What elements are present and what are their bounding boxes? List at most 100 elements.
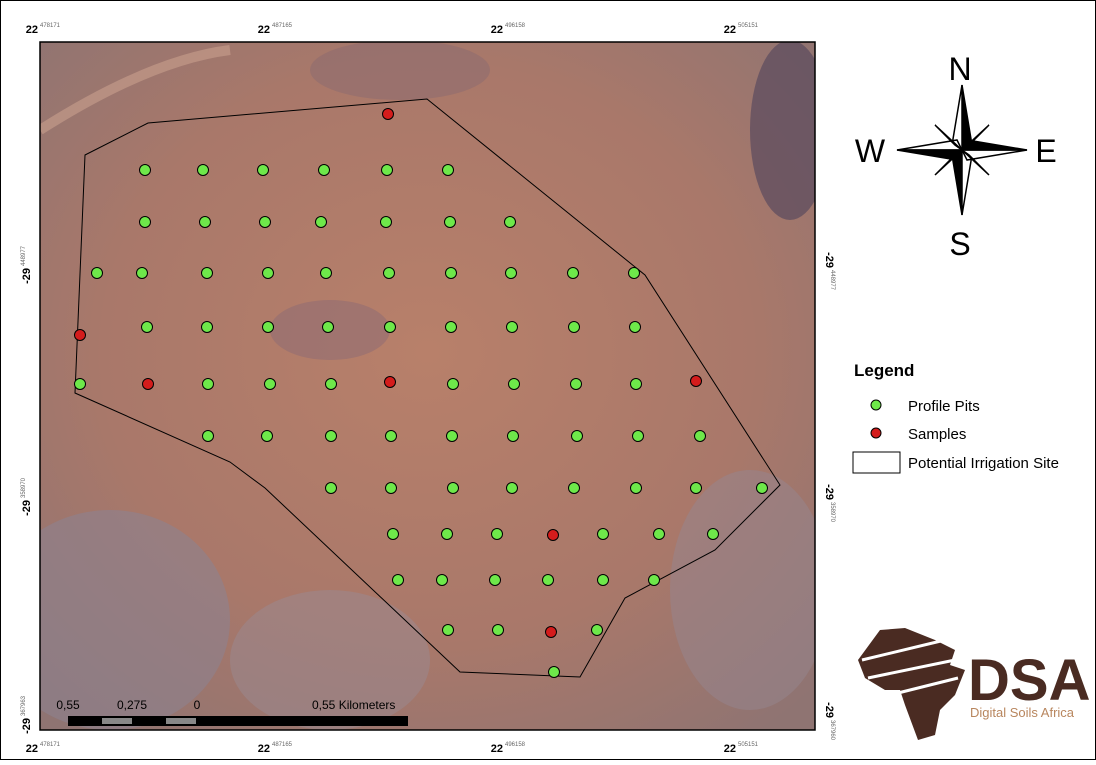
sample-point <box>75 330 86 341</box>
profile-pit <box>263 268 274 279</box>
coord-deg: -29 <box>21 718 33 734</box>
profile-pit <box>384 268 395 279</box>
coord-min: 487165 <box>272 23 293 29</box>
profile-pit <box>263 322 274 333</box>
profile-pit <box>198 165 209 176</box>
coord-deg: 22 <box>491 24 503 36</box>
coord-deg: -29 <box>21 500 33 516</box>
profile-pit <box>571 379 582 390</box>
legend-title: Legend <box>854 361 914 380</box>
coord-min: 478171 <box>40 742 61 748</box>
coord-min: 367963 <box>21 695 27 716</box>
coord-deg: 22 <box>258 743 270 755</box>
profile-pit <box>598 529 609 540</box>
legend-swatch-red <box>871 428 881 438</box>
profile-pit <box>202 322 213 333</box>
coord-min: 505151 <box>738 742 759 748</box>
profile-pit <box>262 431 273 442</box>
profile-pit <box>691 483 702 494</box>
profile-pit <box>568 268 579 279</box>
legend-item: Samples <box>908 426 966 443</box>
compass-s: S <box>949 226 970 262</box>
profile-pit <box>316 217 327 228</box>
profile-pit <box>321 268 332 279</box>
profile-pit <box>386 483 397 494</box>
coord-min: 496158 <box>505 742 526 748</box>
profile-pit <box>140 165 151 176</box>
profile-pit <box>382 165 393 176</box>
legend-item: Potential Irrigation Site <box>908 455 1059 472</box>
profile-pit <box>757 483 768 494</box>
profile-pit <box>381 217 392 228</box>
scale-label: 0,275 <box>117 698 147 712</box>
profile-pit <box>137 268 148 279</box>
sample-point <box>691 376 702 387</box>
coord-deg: 22 <box>724 743 736 755</box>
profile-pit <box>490 575 501 586</box>
legend-swatch-green <box>871 400 881 410</box>
profile-pit <box>631 379 642 390</box>
profile-pit <box>265 379 276 390</box>
profile-pit <box>445 217 456 228</box>
scale-label: 0,55 Kilometers <box>312 698 395 712</box>
profile-pit <box>442 529 453 540</box>
coord-min: 505151 <box>738 23 759 29</box>
profile-pit <box>385 322 396 333</box>
coord-deg: 22 <box>26 24 38 36</box>
profile-pit <box>443 625 454 636</box>
coord-min: 448977 <box>21 245 27 266</box>
profile-pit <box>592 625 603 636</box>
coord-deg: 22 <box>491 743 503 755</box>
compass-w: W <box>855 133 886 169</box>
profile-pit <box>92 268 103 279</box>
profile-pit <box>493 625 504 636</box>
satellite-image <box>0 40 830 730</box>
profile-pit <box>630 322 641 333</box>
profile-pit <box>447 431 458 442</box>
map-page: 2247817122478171224871652248716522496158… <box>0 0 1096 760</box>
profile-pit <box>569 322 580 333</box>
coord-min: 367960 <box>829 720 835 741</box>
profile-pit <box>509 379 520 390</box>
profile-pit <box>708 529 719 540</box>
profile-pit <box>443 165 454 176</box>
coord-min: 496158 <box>505 23 526 29</box>
coord-deg: 22 <box>258 24 270 36</box>
profile-pit <box>631 483 642 494</box>
profile-pit <box>507 322 518 333</box>
profile-pit <box>543 575 554 586</box>
profile-pit <box>492 529 503 540</box>
coord-min: 448977 <box>829 270 835 291</box>
profile-pit <box>75 379 86 390</box>
profile-pit <box>203 379 214 390</box>
legend-swatch-polygon <box>853 452 900 473</box>
profile-pit <box>549 667 560 678</box>
coord-min: 358970 <box>21 477 27 498</box>
coord-deg: -29 <box>823 484 835 500</box>
profile-pit <box>326 431 337 442</box>
profile-pit <box>446 322 457 333</box>
coord-deg: -29 <box>823 252 835 268</box>
sample-point <box>385 377 396 388</box>
profile-pit <box>200 217 211 228</box>
profile-pit <box>598 575 609 586</box>
sample-point <box>548 530 559 541</box>
profile-pit <box>388 529 399 540</box>
profile-pit <box>140 217 151 228</box>
sample-point <box>143 379 154 390</box>
profile-pit <box>629 268 640 279</box>
profile-pit <box>654 529 665 540</box>
profile-pit <box>437 575 448 586</box>
profile-pit <box>393 575 404 586</box>
profile-pit <box>448 379 459 390</box>
profile-pit <box>649 575 660 586</box>
coord-min: 358970 <box>829 502 835 523</box>
profile-pit <box>508 431 519 442</box>
profile-pit <box>323 322 334 333</box>
profile-pit <box>260 217 271 228</box>
profile-pit <box>326 483 337 494</box>
logo-name: DSA <box>968 648 1090 713</box>
logo-subtitle: Digital Soils Africa <box>970 705 1075 720</box>
profile-pit <box>505 217 516 228</box>
coord-deg: -29 <box>21 268 33 284</box>
